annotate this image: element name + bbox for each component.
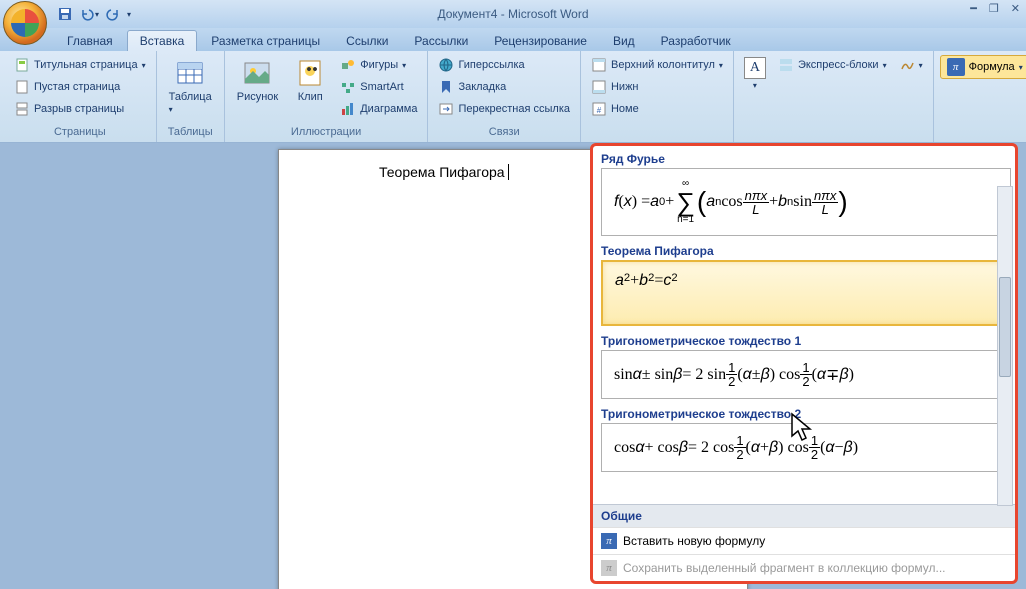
- table-label: Таблица: [169, 91, 212, 103]
- page-break-button[interactable]: Разрыв страницы: [10, 99, 150, 119]
- equation-gallery: Ряд Фурье f(x) = a0 + ∞∑n=1 (an cos nπxL…: [590, 143, 1018, 584]
- blank-page-label: Пустая страница: [34, 81, 120, 93]
- close-button[interactable]: ✕: [1011, 2, 1020, 15]
- group-illus-label: Иллюстрации: [231, 124, 422, 140]
- tab-references[interactable]: Ссылки: [334, 31, 400, 51]
- group-text-cut: [740, 124, 927, 140]
- hyperlink-label: Гиперссылка: [458, 59, 524, 71]
- maximize-button[interactable]: ❐: [989, 2, 999, 15]
- eq-preview-trig1[interactable]: sin α ± sin β = 2 sin 12(α ± β) cos 12(α…: [601, 350, 1011, 399]
- eq-title-trig2: Тригонометрическое тождество 2: [601, 407, 1011, 421]
- table-button[interactable]: Таблица▾: [163, 55, 218, 117]
- titlebar: ▾ ▾ Документ4 - Microsoft Word ━ ❐ ✕: [0, 0, 1026, 28]
- group-header-cut: [587, 124, 727, 140]
- group-illustrations: Рисунок Клип Фигуры ▾ SmartArt Диаграмма…: [225, 51, 429, 142]
- tab-insert[interactable]: Вставка: [127, 30, 198, 51]
- pi-icon-disabled: π: [601, 560, 617, 576]
- hyperlink-button[interactable]: Гиперссылка: [434, 55, 574, 75]
- group-header: Верхний колонтитул ▾ Нижн # Номе: [581, 51, 733, 142]
- eq-preview-trig2[interactable]: cos α + cos β = 2 cos 12(α + β) cos 12(α…: [601, 423, 1011, 472]
- footer-label: Нижн: [611, 81, 639, 93]
- chart-button[interactable]: Диаграмма: [336, 99, 421, 119]
- ribbon-tabs: Главная Вставка Разметка страницы Ссылки…: [0, 28, 1026, 51]
- picture-button[interactable]: Рисунок: [231, 55, 285, 105]
- page-break-label: Разрыв страницы: [34, 103, 124, 115]
- shapes-button[interactable]: Фигуры ▾: [336, 55, 421, 75]
- pi-icon: π: [601, 533, 617, 549]
- gallery-scrollbar[interactable]: [997, 186, 1013, 506]
- bookmark-button[interactable]: Закладка: [434, 77, 574, 97]
- document-area: Теорема Пифагора Ряд Фурье f(x) = a0 + ∞…: [0, 143, 1026, 589]
- group-tables-label: Таблицы: [163, 124, 218, 140]
- insert-new-equation[interactable]: π Вставить новую формулу: [593, 527, 1015, 554]
- eq-title-trig1: Тригонометрическое тождество 1: [601, 334, 1011, 348]
- tab-home[interactable]: Главная: [55, 31, 125, 51]
- shapes-label: Фигуры: [360, 59, 398, 71]
- cover-page-button[interactable]: Титульная страница ▾: [10, 55, 150, 75]
- group-symbols-cut: [940, 124, 1026, 140]
- crossref-button[interactable]: Перекрестная ссылка: [434, 99, 574, 119]
- gallery-item[interactable]: Тригонометрическое тождество 2 cos α + c…: [601, 407, 1011, 472]
- group-pages-label: Страницы: [10, 124, 150, 140]
- save-button[interactable]: [55, 4, 75, 24]
- textbox-button[interactable]: A ▾: [740, 55, 770, 92]
- tab-view[interactable]: Вид: [601, 31, 647, 51]
- pagenum-button[interactable]: # Номе: [587, 99, 727, 119]
- clip-button[interactable]: Клип: [288, 55, 332, 105]
- insert-new-label: Вставить новую формулу: [623, 534, 765, 548]
- minimize-button[interactable]: ━: [970, 2, 977, 15]
- signature-button[interactable]: ▾: [895, 55, 927, 75]
- eq-preview-pythagoras[interactable]: a2 + b2 = c2: [601, 260, 1011, 326]
- qat-customize[interactable]: ▾: [127, 10, 131, 19]
- footer-button[interactable]: Нижн: [587, 77, 727, 97]
- express-label: Экспресс-блоки: [798, 59, 879, 71]
- header-label: Верхний колонтитул: [611, 59, 715, 71]
- group-tables: Таблица▾ Таблицы: [157, 51, 225, 142]
- smartart-label: SmartArt: [360, 81, 403, 93]
- svg-text:#: #: [597, 106, 602, 115]
- undo-button[interactable]: ▾: [79, 4, 99, 24]
- picture-label: Рисунок: [237, 91, 279, 103]
- pagenum-label: Номе: [611, 103, 639, 115]
- eq-title-pythagoras: Теорема Пифагора: [601, 244, 1011, 258]
- tab-developer[interactable]: Разработчик: [649, 31, 743, 51]
- save-selection-equation: π Сохранить выделенный фрагмент в коллек…: [593, 554, 1015, 581]
- cover-page-label: Титульная страница: [34, 59, 138, 71]
- gallery-item[interactable]: Тригонометрическое тождество 1 sin α ± s…: [601, 334, 1011, 399]
- express-blocks-button[interactable]: Экспресс-блоки ▾: [774, 55, 891, 75]
- save-sel-label: Сохранить выделенный фрагмент в коллекци…: [623, 561, 946, 575]
- ribbon: Титульная страница ▾ Пустая страница Раз…: [0, 51, 1026, 143]
- chart-label: Диаграмма: [360, 103, 417, 115]
- header-button[interactable]: Верхний колонтитул ▾: [587, 55, 727, 75]
- smartart-button[interactable]: SmartArt: [336, 77, 421, 97]
- tab-pagelayout[interactable]: Разметка страницы: [199, 31, 332, 51]
- eq-preview-fourier[interactable]: f(x) = a0 + ∞∑n=1 (an cos nπxL + bn sin …: [601, 168, 1011, 236]
- group-pages: Титульная страница ▾ Пустая страница Раз…: [4, 51, 157, 142]
- window-title: Документ4 - Microsoft Word: [437, 7, 588, 21]
- bookmark-label: Закладка: [458, 81, 506, 93]
- tab-review[interactable]: Рецензирование: [482, 31, 599, 51]
- group-symbols: π Формула ▾: [934, 51, 1026, 142]
- group-text-partial: A ▾ Экспресс-блоки ▾ ▾: [733, 51, 934, 142]
- equation-button[interactable]: π Формула ▾: [940, 55, 1026, 79]
- group-links-label: Связи: [434, 124, 574, 140]
- equation-label: Формула: [969, 61, 1015, 73]
- redo-button[interactable]: [103, 4, 123, 24]
- clip-label: Клип: [298, 91, 323, 103]
- gallery-item[interactable]: Ряд Фурье f(x) = a0 + ∞∑n=1 (an cos nπxL…: [601, 152, 1011, 236]
- eq-title-fourier: Ряд Фурье: [601, 152, 1011, 166]
- document-text: Теорема Пифагора: [379, 164, 509, 182]
- quick-access-toolbar: ▾ ▾: [55, 4, 131, 24]
- group-links: Гиперссылка Закладка Перекрестная ссылка…: [428, 51, 581, 142]
- crossref-label: Перекрестная ссылка: [458, 103, 570, 115]
- gallery-category-general[interactable]: Общие: [593, 504, 1015, 527]
- gallery-item[interactable]: Теорема Пифагора a2 + b2 = c2: [601, 244, 1011, 326]
- office-button[interactable]: [3, 1, 47, 45]
- tab-mailings[interactable]: Рассылки: [402, 31, 480, 51]
- blank-page-button[interactable]: Пустая страница: [10, 77, 150, 97]
